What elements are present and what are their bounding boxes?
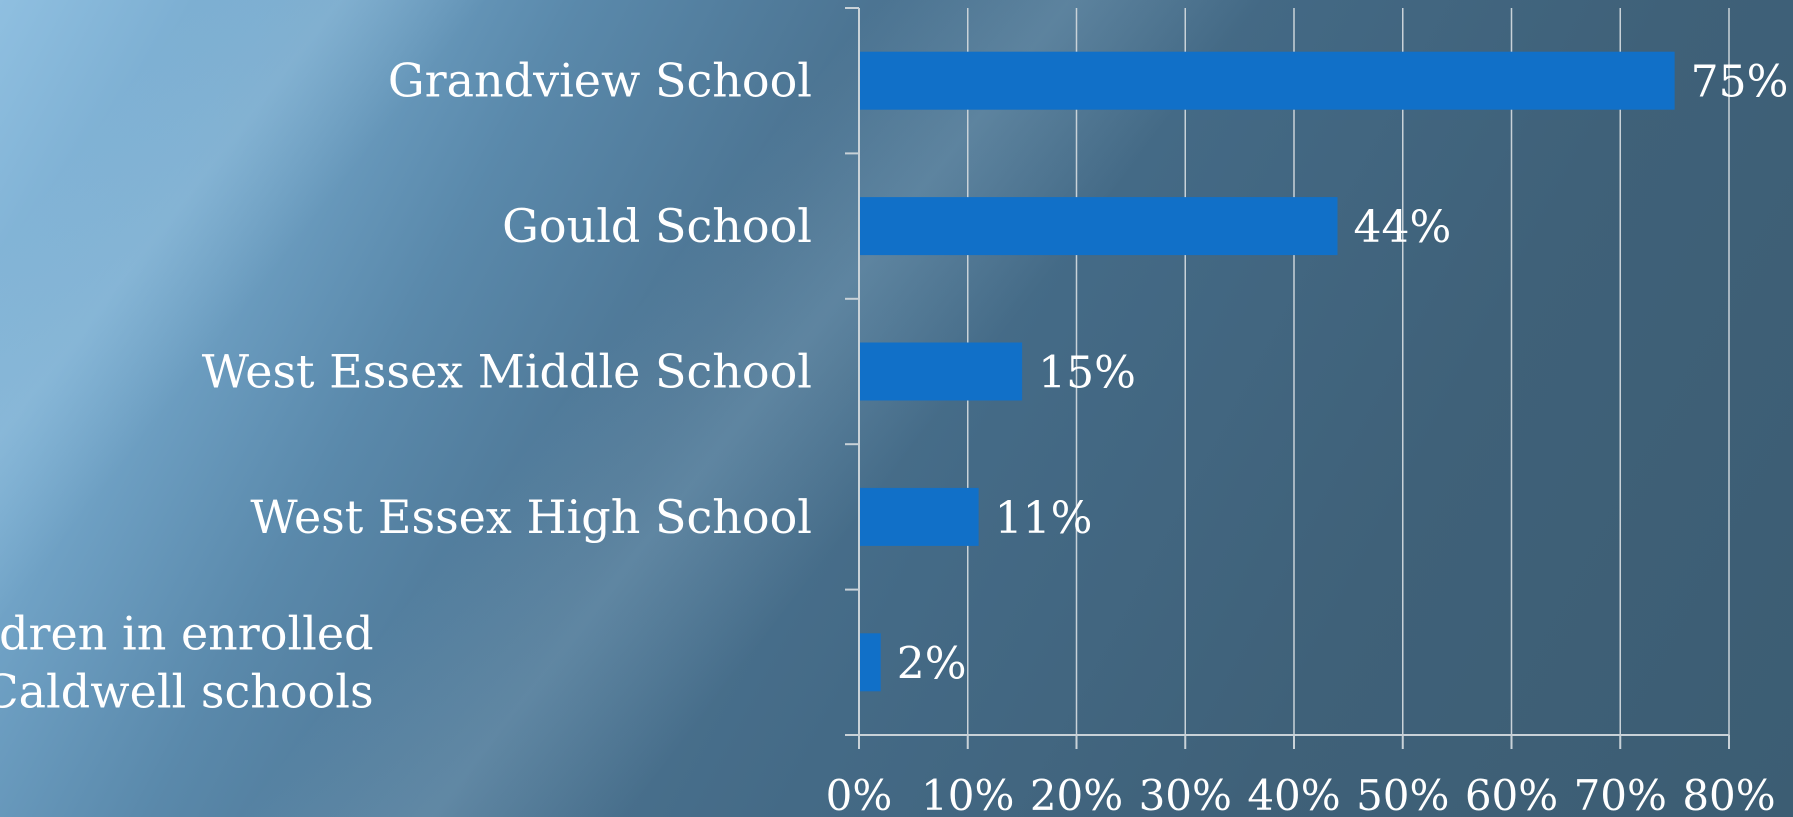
category-label-text: West Essex High School [250,490,812,544]
x-tick-label: 10% [921,771,1014,817]
x-tick-label: 70% [1574,771,1667,817]
category-label-text: Gould School [502,199,812,253]
bar [860,633,881,692]
category-label: West Essex Middle School [202,345,812,399]
bar [860,51,1675,110]
grid-lines [967,8,1730,735]
value-label: 15% [1038,348,1136,399]
category-label-text: in North Caldwell schools [0,664,374,718]
value-label: 75% [1691,57,1789,108]
category-labels: Grandview School Gould School West Essex M… [0,54,812,719]
bar [860,197,1338,256]
x-tick-labels: 0% 10% 20% 30% 40% 50% 60% 70% 80% [826,771,1776,817]
x-tick-label: 40% [1247,771,1340,817]
value-label: 44% [1354,202,1452,253]
bars [860,51,1675,692]
category-label-text: I do not have any children in enrolled [0,606,374,660]
x-tick-label: 0% [826,771,893,817]
value-labels: 75% 44% 15% 11% 2% [897,57,1789,690]
category-label: Grandview School [388,54,812,108]
x-tick-label: 80% [1682,771,1775,817]
category-label: I do not have any children in enrolledin… [0,606,374,718]
category-label: West Essex High School [250,490,812,544]
axes [845,7,1730,749]
x-tick-label: 60% [1465,771,1558,817]
x-tick-label: 30% [1139,771,1232,817]
category-label: Gould School [502,199,812,253]
x-tick-label: 50% [1356,771,1449,817]
category-label-text: Grandview School [388,54,812,108]
x-tick-label: 20% [1030,771,1123,817]
value-label: 11% [995,493,1093,544]
value-label: 2% [897,638,967,689]
bar [860,342,1023,401]
category-label-text: West Essex Middle School [202,345,812,399]
bar [860,487,979,546]
